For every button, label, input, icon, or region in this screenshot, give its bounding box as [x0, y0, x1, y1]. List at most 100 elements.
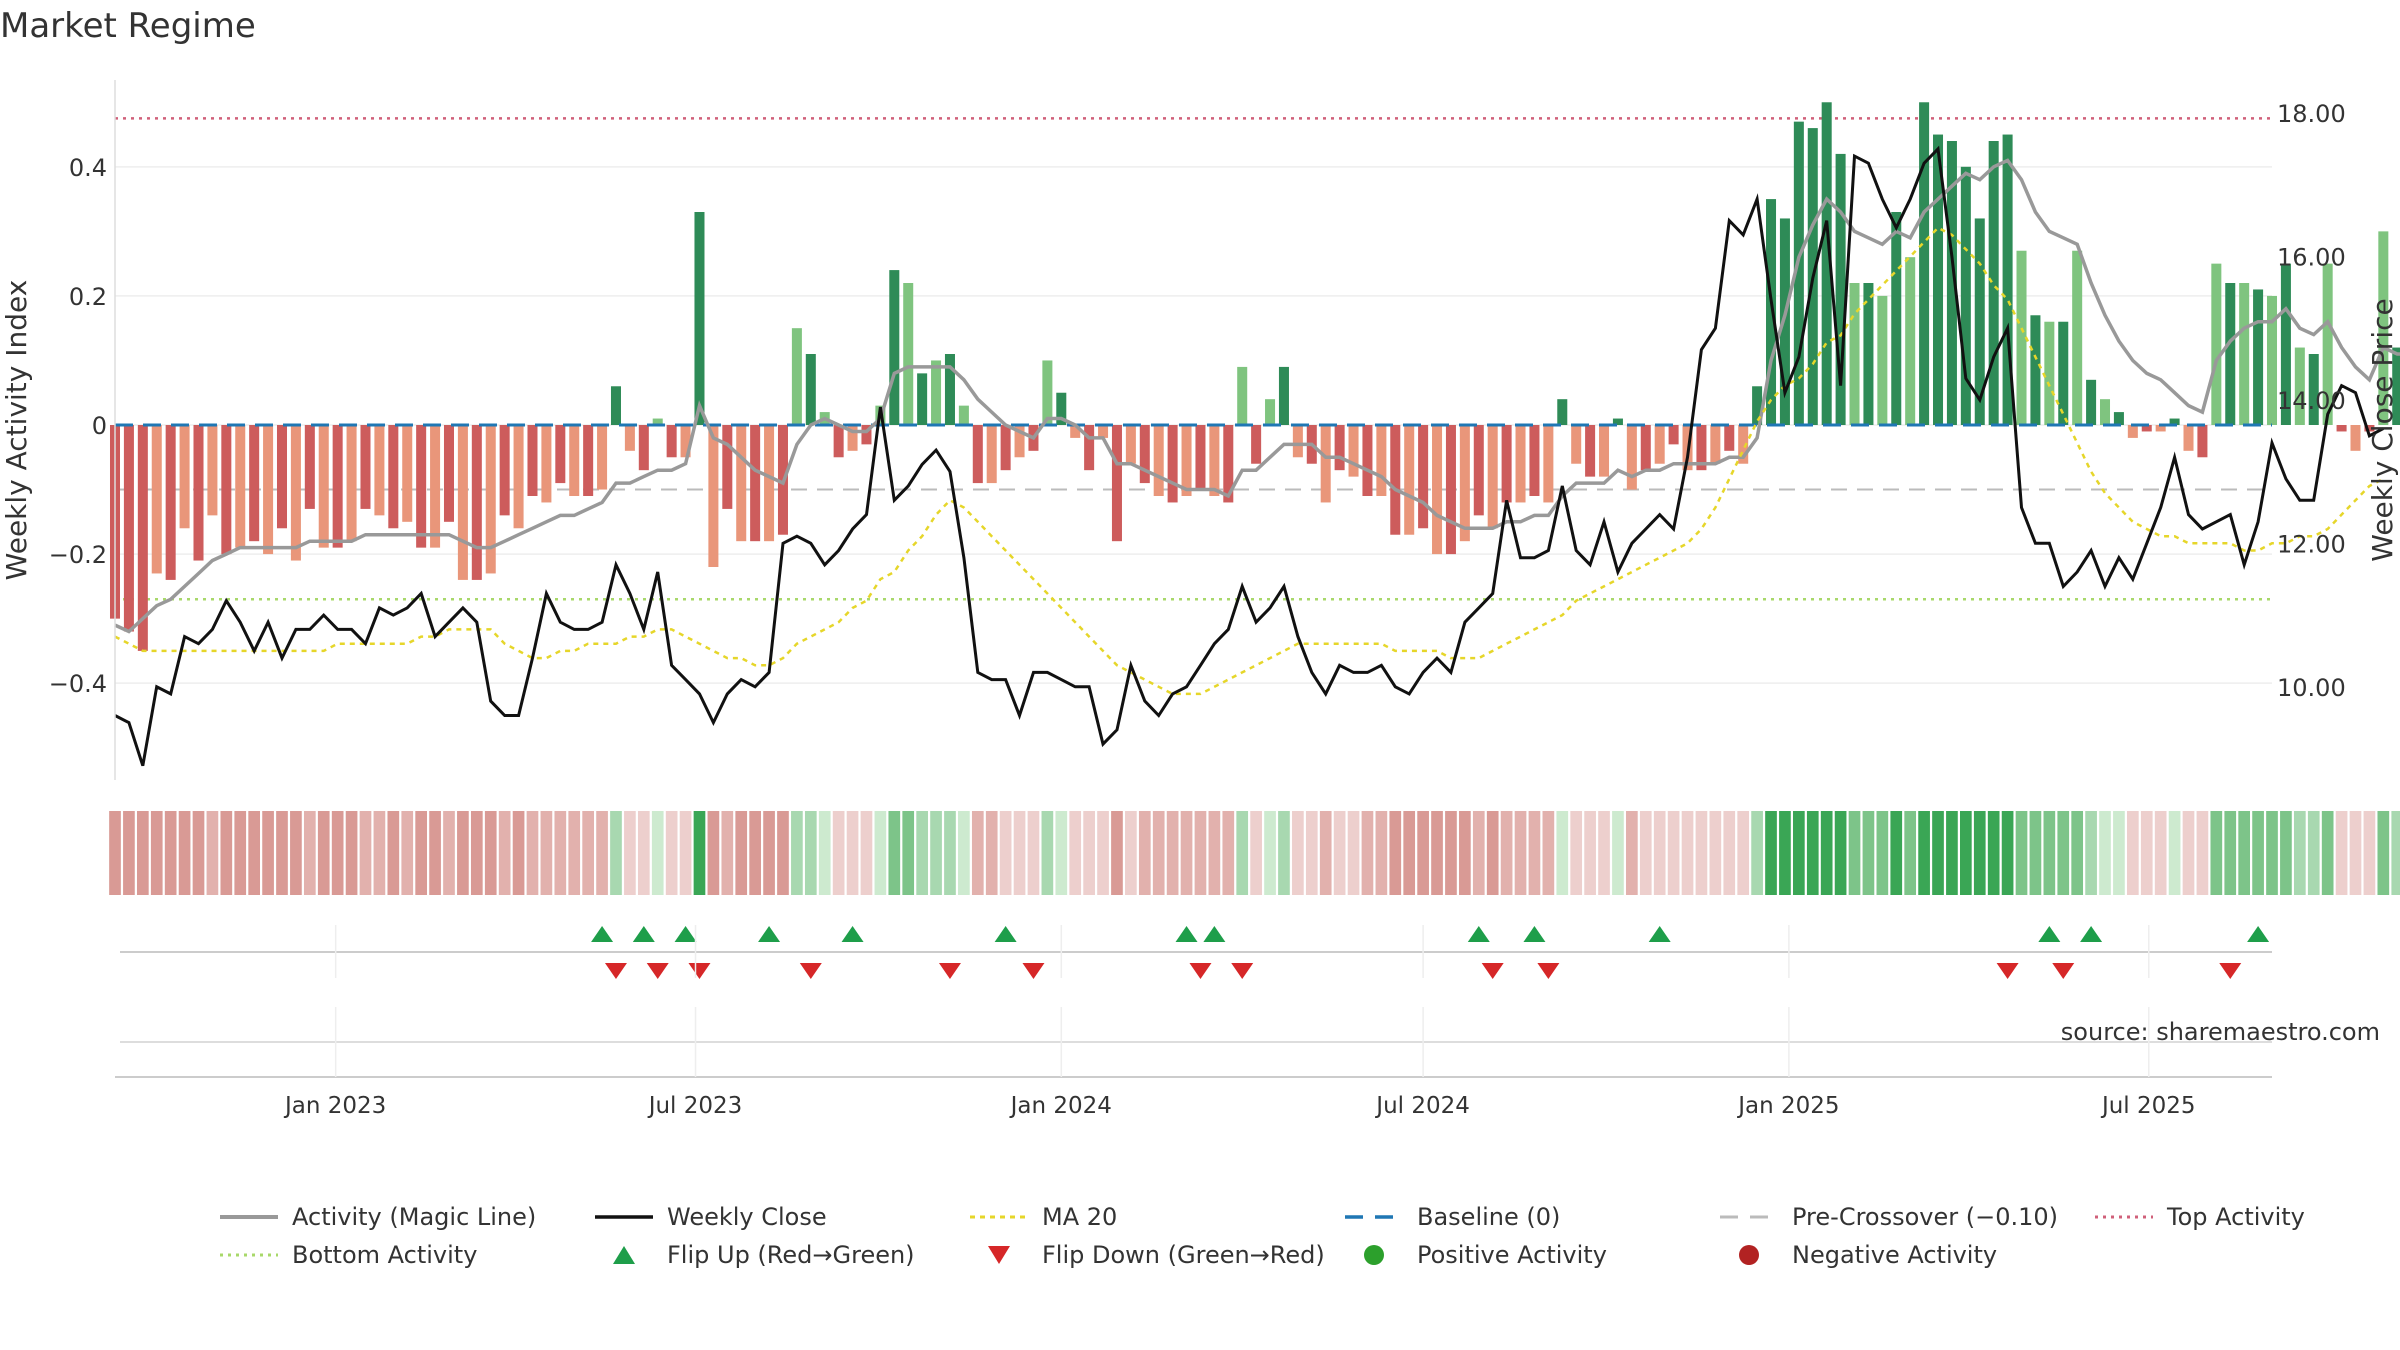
activity-bar	[2016, 250, 2027, 425]
activity-bar	[1348, 425, 1359, 477]
activity-bar	[1793, 121, 1804, 426]
activity-bar	[2392, 347, 2400, 425]
flip-down-marker	[1189, 963, 1212, 979]
legend-label: Negative Activity	[1792, 1241, 1997, 1269]
regime-cell	[1626, 811, 1638, 895]
regime-cell	[206, 811, 219, 895]
chart-title: Market Regime	[0, 6, 256, 46]
regime-cell	[1723, 811, 1736, 895]
regime-cell	[248, 811, 261, 895]
ma20-line	[114, 226, 2384, 696]
flip-down-marker	[1996, 963, 2019, 979]
activity-bar	[889, 270, 900, 425]
regime-cell	[2224, 811, 2237, 895]
regime-cell	[568, 811, 581, 895]
activity-bar	[1223, 425, 1234, 503]
activity-bar	[2239, 283, 2250, 425]
legend-label: Top Activity	[2166, 1203, 2305, 1231]
regime-cell	[1361, 811, 1374, 895]
activity-bar	[624, 425, 635, 451]
regime-cell	[1876, 811, 1889, 895]
flip-up-marker	[758, 926, 781, 942]
activity-bar	[1404, 425, 1415, 535]
y2-tick-label: 18.00	[2277, 100, 2346, 128]
activity-bar	[1195, 425, 1206, 490]
activity-bar	[847, 425, 858, 451]
activity-bar	[1056, 392, 1067, 425]
regime-cell	[1152, 811, 1165, 895]
activity-bar	[610, 386, 621, 425]
activity-bar	[1710, 425, 1721, 464]
regime-cell	[2349, 811, 2362, 895]
activity-bar	[290, 425, 301, 561]
flip-up-marker	[2038, 926, 2061, 942]
activity-bar	[137, 425, 148, 651]
regime-cell	[359, 811, 372, 895]
regime-cell	[1319, 811, 1332, 895]
regime-cell	[596, 811, 608, 895]
activity-bar	[2155, 425, 2166, 432]
regime-cell	[749, 811, 761, 895]
activity-bar	[638, 425, 649, 471]
activity-bar	[1098, 425, 1109, 438]
activity-bar	[2127, 425, 2138, 438]
regime-cell	[1292, 811, 1304, 895]
activity-bar	[2322, 263, 2333, 425]
activity-bar	[1459, 425, 1470, 542]
activity-bar	[1543, 425, 1554, 503]
activity-bar	[2197, 425, 2208, 458]
regime-cell	[2001, 811, 2014, 895]
regime-strip	[109, 811, 2400, 895]
regime-cell	[1960, 811, 1972, 895]
regime-cell	[540, 811, 553, 895]
regime-cell	[1403, 811, 1416, 895]
activity-bar	[346, 425, 357, 542]
activity-bar	[1153, 425, 1164, 496]
activity-bar	[2044, 321, 2055, 425]
activity-bar	[1557, 399, 1568, 425]
activity-bar	[1877, 295, 1888, 425]
regime-cell	[763, 811, 775, 895]
regime-cell	[1584, 811, 1596, 895]
regime-cell	[415, 811, 427, 895]
activity-bar	[1390, 425, 1401, 535]
activity-bar	[276, 425, 288, 529]
activity-bar	[1585, 425, 1596, 477]
magic-line	[114, 158, 2400, 634]
regime-cell	[1333, 811, 1346, 895]
activity-bar	[1501, 425, 1512, 503]
activity-bar	[1320, 425, 1331, 503]
activity-bar	[193, 425, 204, 561]
activity-bar	[235, 425, 246, 548]
activity-bar	[2183, 425, 2194, 451]
flip-down-marker	[1022, 963, 1045, 979]
activity-bar	[1209, 425, 1220, 496]
activity-bar	[1654, 425, 1665, 464]
regime-cell	[1055, 811, 1068, 895]
activity-bar	[318, 425, 329, 548]
activity-bar	[249, 425, 260, 542]
regime-cell	[707, 811, 720, 895]
y2-axis-label: Weekly Close Price	[2366, 298, 2399, 561]
activity-bar	[2266, 295, 2278, 425]
activity-bar	[1181, 425, 1192, 496]
regime-cell	[916, 811, 928, 895]
activity-bar	[1084, 425, 1095, 471]
activity-bar	[1376, 425, 1387, 496]
activity-bar	[1292, 425, 1303, 458]
y-tick-label: 0.4	[69, 154, 107, 182]
activity-bar	[944, 354, 955, 425]
regime-cell	[721, 811, 734, 895]
regime-cell	[1862, 811, 1875, 895]
regime-cell	[1125, 811, 1137, 895]
legend-item: Bottom Activity	[220, 1241, 477, 1269]
activity-bar	[680, 425, 691, 458]
activity-bar	[1445, 425, 1456, 555]
y-tick-label: −0.2	[49, 541, 107, 569]
regime-cell	[2057, 811, 2070, 895]
activity-bar	[1640, 425, 1651, 471]
x-axis-ticks: Jan 2023 Jul 2023 Jan 2024 Jul 2024 Jan 2025…	[283, 925, 2196, 1119]
activity-bar	[833, 425, 844, 458]
axes: −0.4 −0.2 0 0.2 0.4 10.00 12.00 14.00 16.00 18.00	[49, 80, 2346, 780]
activity-bar	[443, 425, 454, 522]
